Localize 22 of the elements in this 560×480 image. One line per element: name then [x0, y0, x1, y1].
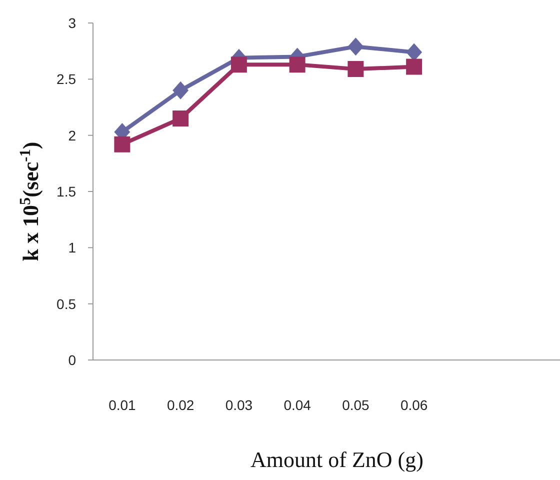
x-tick-label: 0.03: [225, 397, 253, 413]
y-tick-label: 1.5: [56, 184, 76, 200]
point: [230, 56, 247, 73]
y-tick-label: 2.5: [56, 71, 76, 88]
point: [289, 56, 306, 73]
x-axis-title: Amount of ZnO (g): [250, 447, 424, 472]
x-tick-label: 0.06: [400, 397, 428, 413]
x-tick-label: 0.05: [342, 397, 370, 413]
y-tick-label: 2: [68, 127, 76, 144]
y-tick-label: 1: [68, 240, 76, 256]
point: [348, 61, 364, 78]
point: [406, 58, 422, 75]
point: [348, 38, 364, 56]
point: [114, 136, 130, 152]
point: [172, 81, 189, 100]
point: [172, 110, 189, 126]
x-tick-label: 0.01: [108, 397, 136, 413]
y-tick-label: 3: [68, 15, 76, 31]
x-tick-label: 0.02: [166, 397, 194, 413]
y-tick-label: 0: [68, 352, 76, 368]
x-tick-label: 0.04: [284, 397, 312, 413]
y-tick-label: 0.5: [56, 296, 76, 312]
